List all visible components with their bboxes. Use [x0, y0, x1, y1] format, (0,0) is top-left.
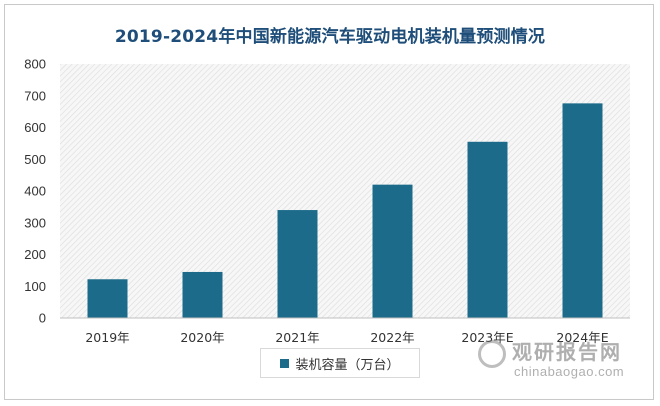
x-tick-label: 2024年E	[556, 330, 608, 345]
chart-title: 2019-2024年中国新能源汽车驱动电机装机量预测情况	[114, 27, 546, 47]
x-tick-label: 2022年	[370, 330, 414, 345]
y-tick-label: 800	[24, 57, 46, 72]
legend: 装机容量（万台）	[260, 348, 420, 378]
x-tick-label: 2020年	[180, 330, 224, 345]
y-tick-label: 0	[39, 311, 46, 326]
y-tick-label: 200	[24, 247, 46, 262]
y-tick-label: 500	[24, 152, 46, 167]
legend-label: 装机容量（万台）	[295, 357, 400, 373]
y-tick-label: 300	[24, 215, 46, 230]
watermark: 观研报告网 chinabaogao.com	[478, 336, 638, 386]
bar	[467, 141, 508, 318]
x-tick-label: 2021年	[275, 330, 319, 345]
x-tick-label: 2023年E	[461, 330, 513, 345]
watermark-text-cn: 观研报告网	[512, 340, 622, 364]
bar	[87, 279, 128, 318]
y-tick-label: 600	[24, 120, 46, 135]
bar	[277, 210, 318, 318]
x-tick-label: 2019年	[85, 330, 129, 345]
x-axis: 2019年 2020年 2021年 2022年 2023年E 2024年E	[60, 317, 630, 345]
y-tick-label: 700	[24, 88, 46, 103]
legend-swatch	[280, 358, 290, 368]
bar	[372, 184, 413, 318]
bar	[562, 103, 603, 319]
watermark-logo-icon	[478, 340, 506, 368]
y-axis: 0 100 200 300 400 500 600 700 800	[24, 57, 46, 326]
bars-group	[87, 103, 603, 319]
y-tick-label: 400	[24, 184, 46, 199]
y-tick-label: 100	[24, 279, 46, 294]
watermark-text-en: chinabaogao.com	[514, 364, 625, 379]
plot-area	[60, 64, 630, 318]
bar	[182, 271, 223, 318]
